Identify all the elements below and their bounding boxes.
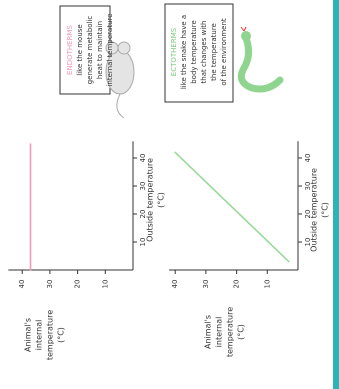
annotation-text: generate metabolic — [86, 16, 94, 85]
y-tick-label: 40 — [18, 280, 26, 289]
annotation-text: that changes with — [200, 21, 208, 84]
edge-strip — [333, 0, 339, 389]
data-line — [175, 152, 289, 261]
y-axis-label: internal — [215, 317, 224, 348]
y-axis-label: temperature — [226, 307, 235, 357]
y-tick-label: 20 — [233, 280, 241, 289]
annotation-text: like the snake have a — [180, 15, 188, 89]
x-axis-label: (°C) — [321, 202, 330, 218]
annotation-text: like the mouse — [76, 24, 84, 75]
page: 10 20 30 40 10 20 30 40 ENDOTHERMSlike the mouse… — [0, 0, 339, 389]
y-axis-label: Animal's — [24, 318, 33, 352]
y-tick-label: 30 — [202, 280, 210, 289]
snake-illustration — [241, 27, 280, 89]
y-tick-label: 10 — [101, 280, 109, 289]
annotation-text: internal temperature — [106, 13, 114, 86]
y-axis-label: Animal's — [204, 315, 213, 349]
x-axis-label: Outside temperature — [310, 168, 319, 252]
annotation-text: of the environment — [220, 18, 228, 86]
annotation-title: ENDOTHERMS — [66, 25, 74, 75]
y-axis-label: (°C) — [57, 327, 66, 343]
annotation-text: body temperature — [190, 20, 198, 84]
x-axis-label: Outside temperature — [146, 158, 155, 242]
annotation-text: the temperature — [210, 23, 218, 81]
y-tick-label: 20 — [74, 280, 82, 289]
y-axis-label: (°C) — [237, 324, 246, 340]
y-axis-label: internal — [35, 320, 44, 351]
annotation-title: ECTOTHERMS — [170, 27, 178, 76]
y-axis-label: temperature — [46, 310, 55, 360]
y-tick-label: 10 — [263, 280, 271, 289]
x-axis-label: (°C) — [157, 192, 166, 208]
annotation-text: heat to maintain — [96, 21, 104, 79]
x-tick-label: 40 — [304, 154, 312, 163]
y-tick-label: 30 — [46, 280, 54, 289]
y-tick-label: 40 — [171, 280, 179, 289]
